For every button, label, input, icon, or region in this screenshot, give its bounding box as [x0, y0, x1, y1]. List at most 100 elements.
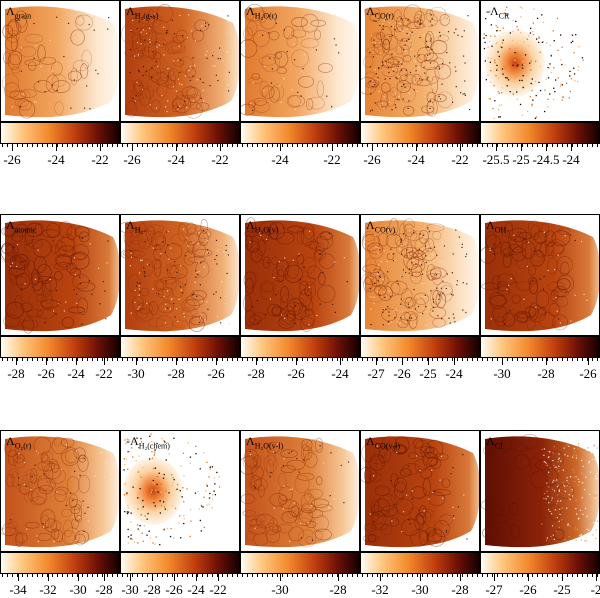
colorbar-minor-tick — [222, 358, 223, 361]
panel-label: ΛO₂(r) — [6, 434, 31, 450]
colorbar-minor-tick — [72, 358, 73, 361]
colorbar-major-tick — [528, 574, 529, 581]
colorbar-minor-tick — [147, 358, 148, 361]
colorbar-minor-tick — [247, 144, 248, 147]
colorbar-minor-tick — [367, 574, 368, 577]
panel-label-symbol: Λ — [6, 434, 15, 448]
colorbar-minor-tick — [252, 358, 253, 361]
colorbar-tick-label: -24 — [562, 152, 580, 167]
colorbar-minor-tick — [37, 144, 38, 147]
colorbar-minor-tick — [277, 574, 278, 577]
panel-label-subscript: CR — [498, 11, 510, 21]
colorbar-minor-tick — [417, 574, 418, 577]
colorbar-minor-tick — [427, 574, 428, 577]
colorbar-minor-tick — [217, 358, 218, 361]
colorbar-minor-tick — [82, 574, 83, 577]
colorbar-minor-tick — [122, 574, 123, 577]
colorbar-minor-tick — [62, 574, 63, 577]
colorbar-minor-tick — [547, 144, 548, 147]
colorbar-minor-tick — [257, 358, 258, 361]
colorbar-minor-tick — [372, 358, 373, 361]
colorbar-minor-tick — [532, 574, 533, 577]
colorbar-minor-tick — [407, 144, 408, 147]
colorbar-minor-tick — [512, 358, 513, 361]
colorbar-minor-tick — [452, 574, 453, 577]
colorbar-minor-tick — [272, 358, 273, 361]
colorbar-minor-tick — [527, 574, 528, 577]
colorbar-tick-label: -22 — [211, 152, 229, 167]
colorbar-minor-tick — [137, 574, 138, 577]
colorbar-major-tick — [596, 574, 597, 581]
colorbar-major-tick — [546, 358, 547, 365]
colorbar-minor-tick — [277, 144, 278, 147]
panel-label: Λatomic — [6, 218, 36, 234]
colorbar-minor-tick — [177, 144, 178, 147]
colorbar-major-tick — [496, 144, 497, 151]
colorbar-minor-tick — [27, 574, 28, 577]
colorbar-major-tick — [428, 358, 429, 365]
colorbar-tick-label: -26 — [393, 366, 411, 381]
colorbar-minor-tick — [517, 574, 518, 577]
colorbar-minor-tick — [292, 574, 293, 577]
colorbar-minor-tick — [322, 144, 323, 147]
colorbar-tick-label: -28 — [537, 366, 555, 381]
colorbar-minor-tick — [22, 144, 23, 147]
colorbar-minor-tick — [252, 574, 253, 577]
colorbar-minor-tick — [222, 574, 223, 577]
colorbar-major-tick — [340, 358, 341, 365]
colorbar-minor-tick — [452, 144, 453, 147]
colorbar-minor-tick — [322, 574, 323, 577]
colorbar-tick-label: -28 — [451, 582, 469, 597]
colorbar-tick-label: -30 — [127, 366, 145, 381]
colorbar-minor-tick — [67, 358, 68, 361]
colorbar-minor-tick — [472, 144, 473, 147]
colorbar-minor-tick — [412, 358, 413, 361]
colorbar-minor-tick — [22, 358, 23, 361]
colorbar-major-tick — [152, 574, 153, 581]
colorbar-major-tick — [546, 144, 547, 151]
colorbar-minor-tick — [347, 574, 348, 577]
colorbar-minor-tick — [547, 358, 548, 361]
colorbar-minor-tick — [72, 144, 73, 147]
colorbar-minor-tick — [377, 574, 378, 577]
colorbar-minor-tick — [62, 144, 63, 147]
colorbar-minor-tick — [422, 358, 423, 361]
colorbar-minor-tick — [282, 574, 283, 577]
colorbar-minor-tick — [197, 574, 198, 577]
colorbar-minor-tick — [202, 574, 203, 577]
panel-label-subscript: H₂O(v) — [254, 225, 279, 235]
colorbar-tick-label: -30 — [121, 582, 139, 597]
colorbar-minor-tick — [277, 358, 278, 361]
colorbar-minor-tick — [512, 144, 513, 147]
colorbar-minor-tick — [592, 144, 593, 147]
colorbar-minor-tick — [347, 144, 348, 147]
colorbar-minor-tick — [312, 574, 313, 577]
colorbar-minor-tick — [492, 144, 493, 147]
colorbar-minor-tick — [467, 574, 468, 577]
colorbar-minor-tick — [562, 144, 563, 147]
colorbar-minor-tick — [522, 144, 523, 147]
colorbar-minor-tick — [257, 144, 258, 147]
colorbar-minor-tick — [32, 144, 33, 147]
colorbar-minor-tick — [477, 574, 478, 577]
colorbar-minor-tick — [492, 358, 493, 361]
colorbar-minor-tick — [457, 144, 458, 147]
colorbar-minor-tick — [252, 144, 253, 147]
colorbar-minor-tick — [212, 574, 213, 577]
colorbar-minor-tick — [192, 358, 193, 361]
colorbar-major-tick — [78, 574, 79, 581]
colorbar-minor-tick — [572, 358, 573, 361]
panel-label-symbol: Λ — [126, 218, 135, 232]
colorbar-major-tick — [104, 358, 105, 365]
colorbar-minor-tick — [437, 358, 438, 361]
colorbar-minor-tick — [142, 144, 143, 147]
colorbar-minor-tick — [537, 358, 538, 361]
colorbar-major-tick — [460, 144, 461, 151]
colorbar-minor-tick — [567, 144, 568, 147]
colorbar-minor-tick — [297, 144, 298, 147]
colorbar-minor-tick — [127, 144, 128, 147]
colorbar-minor-tick — [32, 358, 33, 361]
colorbar-minor-tick — [362, 358, 363, 361]
colorbar-minor-tick — [172, 144, 173, 147]
colorbar-minor-tick — [582, 574, 583, 577]
